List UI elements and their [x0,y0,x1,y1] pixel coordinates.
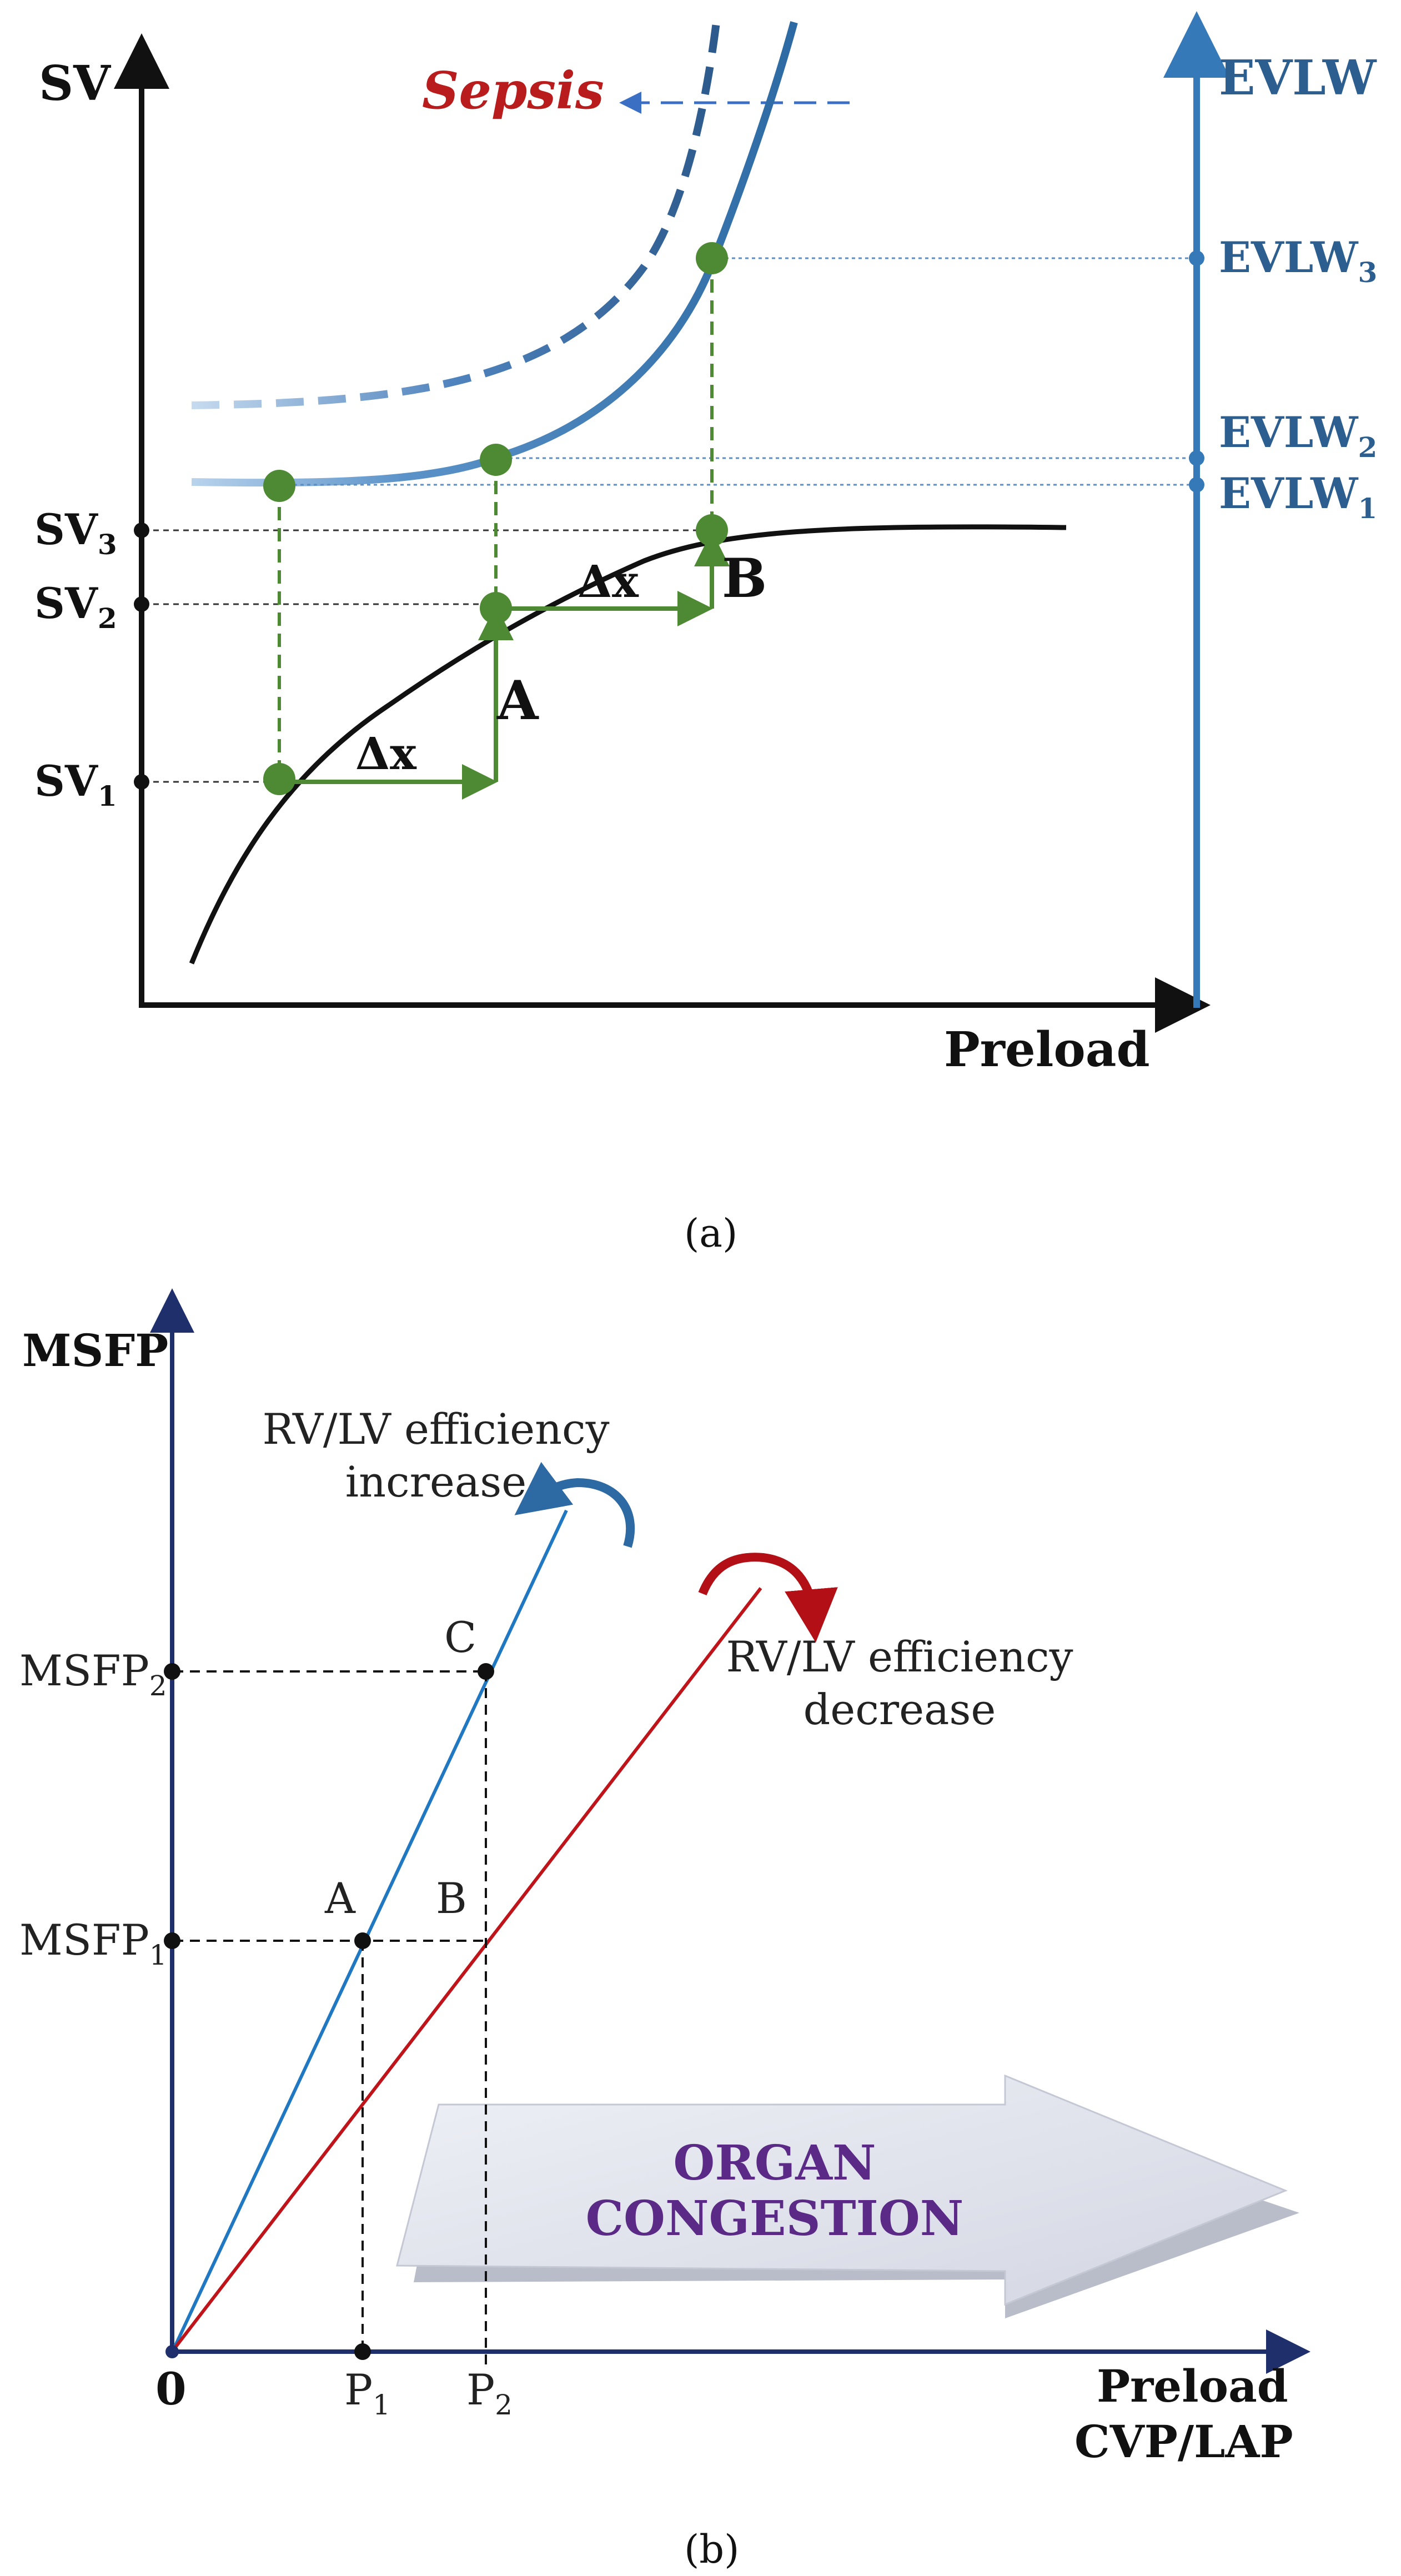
frank-starling-curve [189,524,1067,965]
sv3-tick [134,523,149,538]
sv2-tick [134,596,149,612]
delta-x-label-1: Δx [355,727,417,780]
green-point-sv-2 [480,592,512,624]
increase-label-line1: RV/LV efficiency [262,1404,609,1454]
sv2-label: SV2 [34,579,117,635]
red-efficiency-line [172,1587,762,2351]
evlw1-label: EVLW1 [1219,469,1377,525]
sepsis-label: Sepsis [422,61,604,120]
decrease-curl-arrow [698,1553,838,1643]
decrease-label-line1: RV/LV efficiency [726,1632,1073,1681]
green-point-evlw-2 [480,444,512,476]
blue-efficiency-line [172,1509,568,2351]
point-a-label-b: A [324,1874,356,1923]
origin-label: 0 [155,2363,187,2415]
msfp-axis-label: MSFP [22,1324,168,1377]
sv3-label: SV3 [34,505,117,561]
point-c-label: C [444,1613,476,1662]
p1-label: P1 [344,2365,390,2421]
evlw3-tick [1189,250,1204,266]
panel-a: SV Preload EVLW Sepsis [34,11,1377,1256]
msfp2-tick [164,1663,180,1680]
point-b-label-b: B [436,1874,467,1923]
point-a-label: A [496,669,539,732]
point-c [478,1663,494,1680]
cvp-lap-label: CVP/LAP [1074,2416,1293,2468]
sv1-tick [134,774,149,790]
caption-a: (a) [684,1211,737,1256]
delta-x-label-2: Δx [578,555,639,607]
decrease-label-line2: decrease [804,1685,996,1734]
organ-congestion-line1: ORGAN [673,2135,876,2191]
point-b-label: B [722,547,767,610]
p1-tick [354,2343,371,2360]
green-point-evlw-1 [263,470,295,502]
sv1-label: SV1 [34,756,117,812]
preload-axis-label: Preload [944,1022,1150,1078]
green-point-sv-1 [263,763,295,795]
increase-label-line2: increase [345,1457,526,1507]
organ-congestion-line2: CONGESTION [586,2191,964,2247]
msfp1-label: MSFP1 [19,1915,167,1971]
sepsis-evlw-curve [191,22,720,409]
evlw1-tick [1189,477,1204,493]
caption-b: (b) [684,2527,739,2572]
increase-curl-arrow [514,1462,635,1548]
evlw2-label: EVLW2 [1219,408,1377,464]
origin-point [165,2345,179,2358]
panel-b: ORGAN CONGESTION MSFP Preload CVP/LAP 0 … [19,1288,1310,2572]
point-a [354,1932,371,1949]
green-point-evlw-3 [696,242,728,274]
green-point-sv-3 [696,514,728,546]
p2-label: P2 [466,2365,513,2421]
organ-congestion-arrow: ORGAN CONGESTION [396,2074,1299,2318]
msfp2-label: MSFP2 [19,1646,167,1702]
evlw2-tick [1189,450,1204,466]
evlw-curve [191,21,798,487]
evlw3-label: EVLW3 [1219,233,1377,289]
msfp1-tick [164,1932,180,1949]
sv-axis-label: SV [39,56,111,112]
evlw-axis-label: EVLW [1219,50,1377,106]
preload-label-b: Preload [1097,2360,1288,2412]
